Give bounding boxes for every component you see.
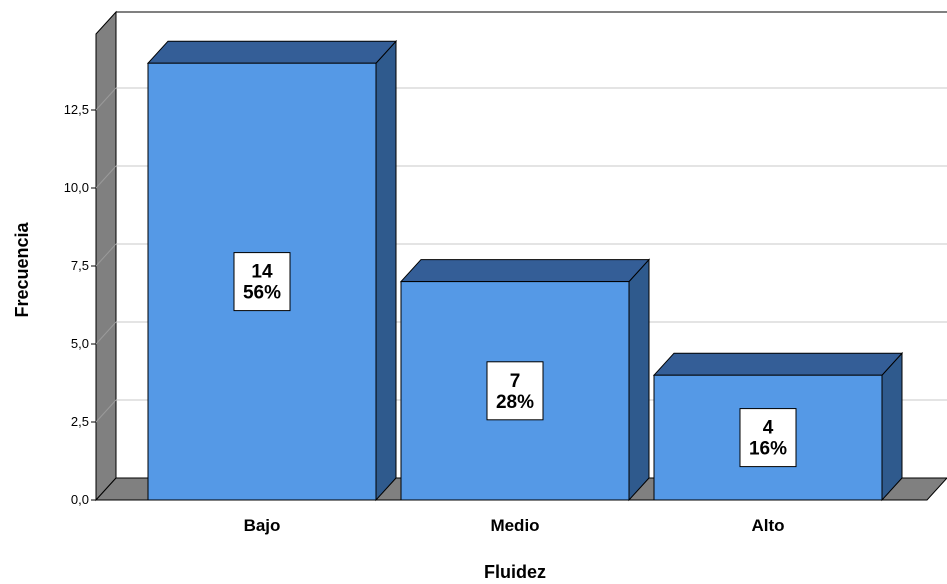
y-tick-label: 0,0 (71, 492, 89, 507)
y-axis-ticks: 0,0 2,5 5,0 7,5 10,0 12,5 (64, 102, 96, 507)
bar-top (652, 352, 904, 376)
bar-alto: 416% (652, 351, 904, 502)
data-label-count: 14 (251, 262, 273, 283)
data-label: 728% (486, 361, 544, 421)
data-label-percent: 56% (243, 283, 281, 304)
x-tick-label: Bajo (244, 516, 281, 535)
wall-gridline (95, 399, 117, 423)
y-tick-label: 7,5 (71, 258, 89, 273)
y-tick-label: 5,0 (71, 336, 89, 351)
data-label: 416% (739, 408, 797, 468)
bar-top (146, 40, 398, 64)
data-label-box (233, 252, 291, 312)
wall-gridline (95, 165, 117, 189)
data-label-count: 4 (763, 418, 774, 439)
bar-side (881, 351, 903, 502)
x-tick-label: Medio (490, 516, 539, 535)
data-label-count: 7 (510, 371, 521, 392)
y-tick-label: 2,5 (71, 414, 89, 429)
wall-gridline (95, 243, 117, 267)
data-label-box (739, 408, 797, 468)
y-tick-label: 10,0 (64, 180, 89, 195)
data-label-percent: 16% (749, 439, 787, 460)
y-tick-label: 12,5 (64, 102, 89, 117)
bar-side (375, 39, 397, 502)
data-label-percent: 28% (496, 392, 534, 413)
wall-gridline (95, 87, 117, 111)
left-wall (95, 10, 117, 502)
x-tick-label: Alto (751, 516, 784, 535)
bar-top (399, 259, 651, 283)
x-axis-title: Fluidez (484, 562, 546, 582)
bar-medio: 728% (399, 258, 651, 502)
x-axis-ticks: Bajo Medio Alto (244, 516, 785, 535)
wall-gridline (95, 321, 117, 345)
y-axis-title: Frecuencia (12, 221, 32, 317)
data-label-box (486, 361, 544, 421)
bar-side (628, 258, 650, 502)
